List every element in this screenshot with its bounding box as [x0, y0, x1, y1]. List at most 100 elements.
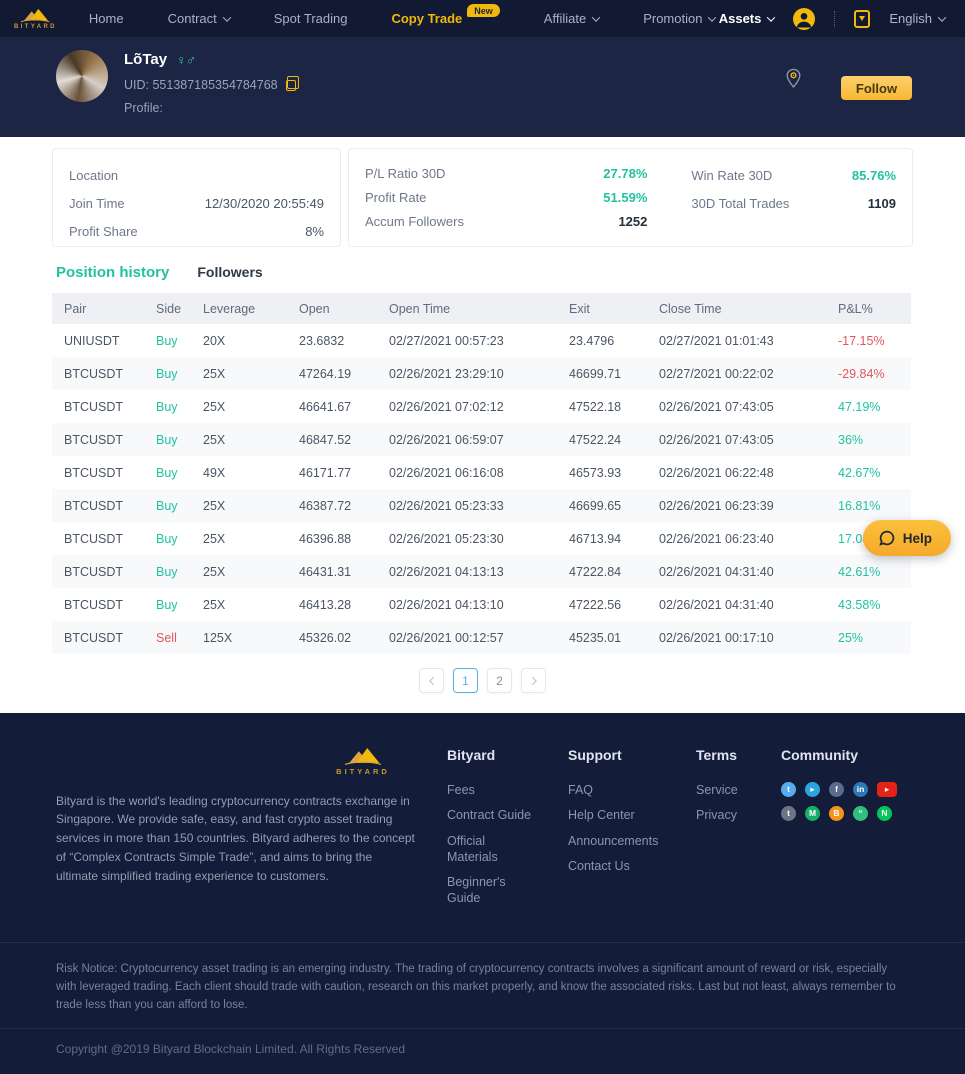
twitter-icon[interactable]: t — [781, 782, 796, 797]
cell-open-time: 02/26/2021 23:29:10 — [389, 366, 504, 381]
table-header-row: Pair Side Leverage Open Open Time Exit Close T… — [52, 293, 911, 324]
youtube-icon[interactable]: ▸ — [877, 782, 897, 797]
stat-label: Profit Rate — [365, 189, 427, 205]
bitcointalk-icon[interactable]: B — [829, 806, 844, 821]
user-avatar-icon[interactable] — [793, 7, 816, 30]
stat-value: 1109 — [867, 195, 896, 211]
cell-exit: 23.4796 — [569, 333, 615, 348]
cell-exit: 47222.84 — [569, 564, 622, 579]
nav-item-spot-trading[interactable]: Spot Trading — [274, 11, 348, 26]
social-icons-row: t M B “ N — [781, 806, 897, 821]
nav-item-label: Promotion — [643, 11, 703, 26]
nav-item-copy-trade[interactable]: Copy Trade New — [391, 4, 500, 26]
facebook-icon[interactable]: f — [829, 782, 844, 797]
info-value: 8% — [305, 223, 324, 239]
chevron-down-icon — [222, 12, 231, 22]
stat-label: Win Rate 30D — [691, 167, 773, 183]
nav-item-promotion[interactable]: Promotion — [643, 11, 717, 26]
footer-link-contract-guide[interactable]: Contract Guide — [447, 808, 532, 823]
prev-page-button[interactable] — [419, 668, 444, 693]
trader-info-card: Location Join Time 12/30/2020 20:55:49 Prof… — [52, 148, 341, 247]
table-row: BTCUSDT Buy 25X 47264.19 02/26/2021 23:29:10… — [52, 357, 911, 390]
cell-side: Buy — [156, 531, 178, 546]
cell-open-time: 02/26/2021 00:12:57 — [389, 630, 504, 645]
table-row: BTCUSDT Buy 25X 46396.88 02/26/2021 05:23:30… — [52, 522, 911, 555]
cell-close-time: 02/27/2021 01:01:43 — [659, 333, 774, 348]
table-row: UNIUSDT Buy 20X 23.6832 02/27/2021 00:57:23 2… — [52, 324, 911, 357]
medium-icon[interactable]: M — [805, 806, 820, 821]
info-label: Join Time — [69, 195, 125, 211]
telegram-icon[interactable]: ▸ — [805, 782, 820, 797]
nav-item-contract[interactable]: Contract — [168, 11, 231, 26]
cell-open: 47264.19 — [299, 366, 352, 381]
cell-exit: 45235.01 — [569, 630, 622, 645]
chevron-right-icon — [527, 676, 537, 685]
cell-side: Buy — [156, 597, 178, 612]
cell-pnl: -17.15% — [838, 333, 885, 348]
table-row: BTCUSDT Buy 25X 46387.72 02/26/2021 05:23:33… — [52, 489, 911, 522]
cell-close-time: 02/26/2021 04:31:40 — [659, 597, 774, 612]
bityard-logo[interactable]: BITYARD — [14, 8, 57, 30]
cell-close-time: 02/26/2021 00:17:10 — [659, 630, 774, 645]
next-page-button[interactable] — [521, 668, 546, 693]
footer-link-contact-us[interactable]: Contact Us — [568, 858, 630, 873]
footer-link-official-materials[interactable]: Official Materials — [447, 833, 498, 864]
nav-item-affiliate[interactable]: Affiliate — [544, 11, 601, 26]
brand-text: BITYARD — [14, 23, 57, 30]
cell-leverage: 25X — [203, 597, 226, 612]
cell-leverage: 25X — [203, 432, 226, 447]
table-row: BTCUSDT Sell 125X 45326.02 02/26/2021 00:12:… — [52, 621, 911, 654]
tab-position-history[interactable]: Position history — [56, 264, 170, 281]
naver-icon[interactable]: N — [877, 806, 892, 821]
footer-column-bityard: Bityard Fees Contract Guide Official Materi… — [447, 747, 568, 916]
follow-button[interactable]: Follow — [841, 76, 912, 100]
trader-profile-header: LõTay ♀♂ UID: 551387185354784768 Profile… — [0, 37, 965, 137]
info-row: Join Time 12/30/2020 20:55:49 — [69, 189, 324, 217]
cell-exit: 46573.93 — [569, 465, 622, 480]
nav-language[interactable]: English — [889, 11, 947, 26]
cell-leverage: 25X — [203, 366, 226, 381]
page-button-2[interactable]: 2 — [487, 668, 512, 693]
nav-item-home[interactable]: Home — [89, 11, 124, 26]
table-row: BTCUSDT Buy 25X 46431.31 02/26/2021 04:13:13… — [52, 555, 911, 588]
cell-open-time: 02/26/2021 06:16:08 — [389, 465, 504, 480]
footer-link-help-center[interactable]: Help Center — [568, 808, 635, 823]
footer-column-title: Terms — [696, 747, 737, 763]
footer-link-faq[interactable]: FAQ — [568, 783, 594, 797]
cell-pnl: 43.58% — [838, 597, 881, 612]
footer-link-fees[interactable]: Fees — [447, 783, 475, 797]
linkedin-icon[interactable]: in — [853, 782, 868, 797]
help-button[interactable]: Help — [862, 520, 951, 556]
new-badge: New — [467, 4, 500, 17]
cell-pair: UNIUSDT — [64, 333, 120, 348]
footer-link-service[interactable]: Service — [696, 783, 738, 797]
cell-leverage: 125X — [203, 630, 233, 645]
chat-icon[interactable]: “ — [853, 806, 868, 821]
cell-close-time: 02/26/2021 04:31:40 — [659, 564, 774, 579]
nav-item-label: Home — [88, 11, 124, 26]
page-button-1[interactable]: 1 — [453, 668, 478, 693]
chevron-down-icon — [937, 12, 947, 22]
cell-pair: BTCUSDT — [64, 630, 124, 645]
cell-open-time: 02/26/2021 06:59:07 — [389, 432, 504, 447]
stat-value: 27.78% — [603, 165, 648, 181]
footer-link-announcements[interactable]: Announcements — [568, 833, 659, 848]
chevron-down-icon — [708, 12, 717, 22]
copy-icon[interactable] — [285, 76, 300, 91]
trader-avatar — [56, 50, 108, 102]
tab-followers[interactable]: Followers — [197, 264, 263, 280]
divider — [834, 10, 836, 27]
cell-exit: 46699.65 — [569, 498, 622, 513]
tumblr-icon[interactable]: t — [781, 806, 796, 821]
speech-bubble-icon — [879, 530, 895, 546]
top-nav: BITYARD Home Contract Spot Trading Copy Tra… — [0, 0, 965, 37]
stat-row: Profit Rate 51.59% — [365, 185, 647, 209]
column-header: Pair — [52, 293, 144, 324]
column-header: Exit — [557, 293, 647, 324]
nav-assets[interactable]: Assets — [719, 11, 776, 26]
cell-exit: 46713.94 — [569, 531, 622, 546]
footer-link-privacy[interactable]: Privacy — [696, 808, 737, 823]
app-download-icon[interactable] — [854, 9, 871, 28]
footer-link-beginner-s-guide[interactable]: Beginner's Guide — [447, 875, 506, 906]
cell-side: Buy — [156, 564, 178, 579]
